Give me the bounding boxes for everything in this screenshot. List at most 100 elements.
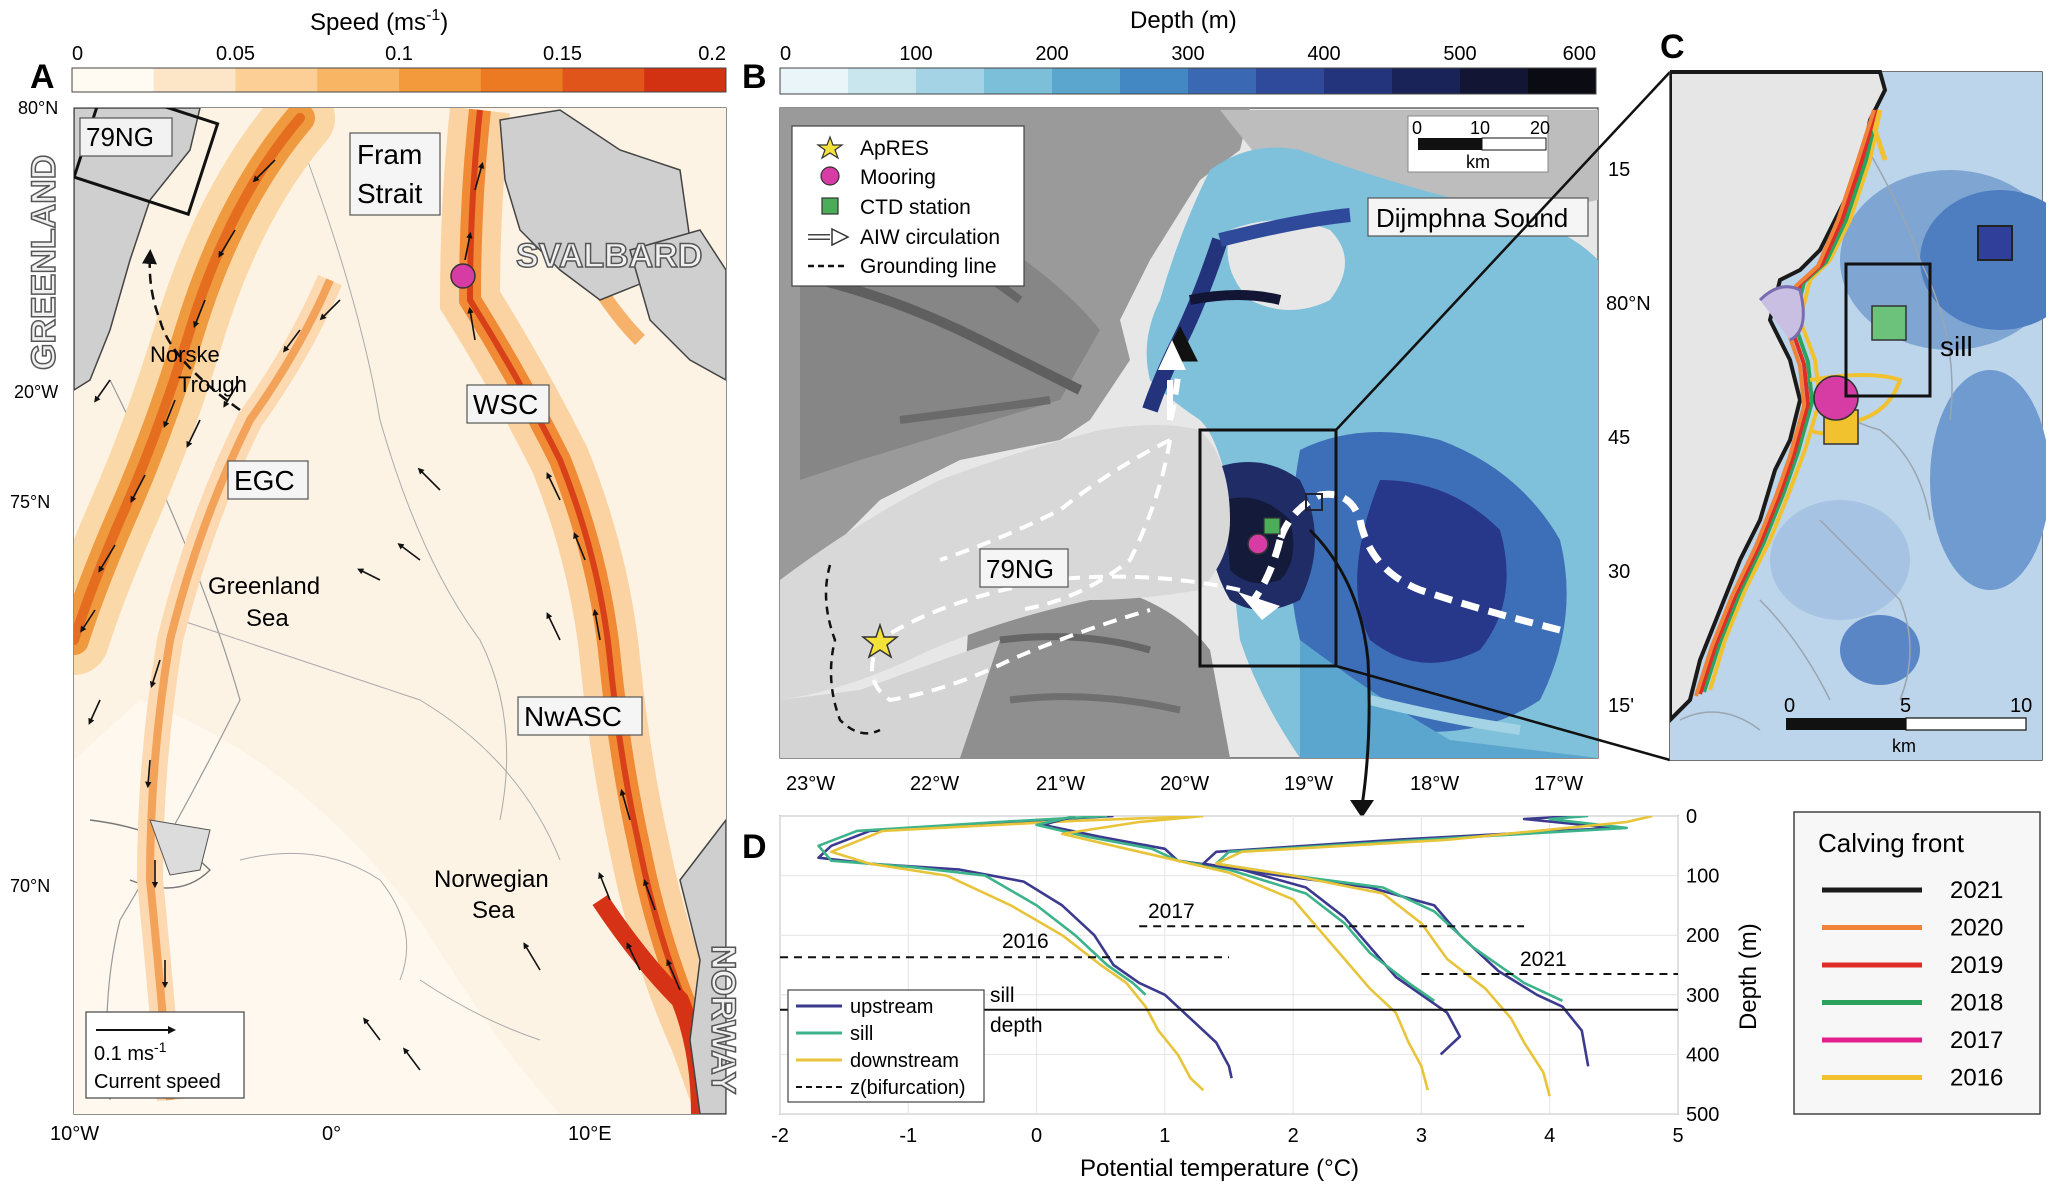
greenland-sea-label-2: Sea <box>246 605 289 632</box>
profile-downstream-2017 <box>1060 816 1430 1091</box>
annotation-2017: 2017 <box>1148 900 1195 923</box>
svg-text:22°W: 22°W <box>910 773 959 795</box>
grounding-line <box>824 564 881 735</box>
panel-b-letter: B <box>742 58 767 96</box>
profile-downstream-2016 <box>829 816 1205 1092</box>
apres-marker <box>860 622 900 659</box>
svg-text:20°W: 20°W <box>1160 773 1209 795</box>
x-tick-label: 4 <box>1544 1125 1555 1147</box>
lon-label-10e: 10°E <box>568 1123 612 1145</box>
nwasc-label: NwASC <box>524 701 622 732</box>
svg-text:19°W: 19°W <box>1284 773 1333 795</box>
svg-text:10: 10 <box>2010 695 2032 717</box>
y-tick-label: 400 <box>1686 1044 1719 1066</box>
colorbar-tick-label: 0.05 <box>216 43 255 65</box>
current-scale-value: 0.1 ms-1 <box>94 1039 167 1065</box>
colorbar-tick-label: 400 <box>1307 43 1340 65</box>
x-tick-label: -2 <box>771 1125 789 1147</box>
y-tick-label: 200 <box>1686 925 1719 947</box>
egc-label: EGC <box>234 465 295 496</box>
svg-text:21°W: 21°W <box>1036 773 1085 795</box>
panel-b: B Depth (m) 0 100 200 300 400 500 600 <box>742 7 1651 795</box>
calving-year-2021: 2021 <box>1950 877 2003 904</box>
svg-text:0: 0 <box>1412 118 1422 138</box>
norske-label-1: Norske <box>150 342 220 367</box>
profile-y-axis-label: Depth (m) <box>1735 923 1762 1030</box>
colorbar-step <box>916 68 985 94</box>
depth-colorbar-ticks: 0 100 200 300 400 500 600 <box>780 43 1596 65</box>
svg-text:5: 5 <box>1900 695 1911 717</box>
colorbar-tick-label: 0.1 <box>385 43 413 65</box>
svg-text:km: km <box>1466 152 1490 172</box>
lon-label-20w: 20°W <box>14 382 58 402</box>
svg-text:km: km <box>1892 736 1916 756</box>
panel-d: D -2 -1 0 1 2 3 4 5 0 100 200 300 400 500 Potential … <box>742 806 1762 1182</box>
colorbar-tick-label: 0 <box>72 43 83 65</box>
lat-label-70n: 70°N <box>10 876 50 896</box>
x-tick-label: 3 <box>1416 1125 1427 1147</box>
colorbar-tick-label: 0 <box>780 43 791 65</box>
map-a-content <box>74 108 726 1114</box>
calving-year-2019: 2019 <box>1950 952 2003 979</box>
colorbar-outline <box>779 67 1597 95</box>
map-a-labels: 79NG Fram Strait SVALBARD GREENLAND NORW… <box>10 98 743 1145</box>
box-79ng-label-bg <box>79 117 173 157</box>
map-c-sill-box <box>1844 262 1932 398</box>
legend-upstream: upstream <box>850 996 933 1018</box>
lon-label-10w: 10°W <box>50 1123 99 1145</box>
svg-text:15: 15 <box>1608 159 1630 181</box>
speed-colorbar <box>71 67 727 93</box>
lon-label-0: 0° <box>322 1123 341 1145</box>
colorbar-tick-label: 300 <box>1171 43 1204 65</box>
profile-legend: upstream sill downstream z(bifurcation) <box>787 989 985 1103</box>
colorbar-step <box>1120 68 1189 94</box>
annotation-2016: 2016 <box>1002 930 1049 953</box>
y-tick-label: 100 <box>1686 866 1719 888</box>
colorbar-step <box>780 68 849 94</box>
svg-text:30: 30 <box>1608 561 1630 583</box>
greenland-label: GREENLAND <box>25 155 63 370</box>
lat-label-75n: 75°N <box>10 492 50 512</box>
colorbar-step <box>1392 68 1461 94</box>
x-tick-label: 0 <box>1031 1125 1042 1147</box>
colorbar-step <box>235 68 318 92</box>
connector-bottom <box>1335 664 1671 762</box>
colorbar-step <box>72 68 155 92</box>
colorbar-step <box>1052 68 1121 94</box>
norway-land <box>679 818 726 1114</box>
legend-aiw: AIW circulation <box>860 226 1000 249</box>
legend-grounding: Grounding line <box>860 255 997 278</box>
greenland-land <box>74 108 201 391</box>
colorbar-tick-label: 0.2 <box>698 43 726 65</box>
panel-c: C <box>1660 28 2046 761</box>
arrow-b-to-d <box>1308 528 1371 807</box>
profile-upstream-2016 <box>817 816 1233 1079</box>
svg-text:17°W: 17°W <box>1534 773 1583 795</box>
svg-text:15': 15' <box>1608 695 1634 717</box>
colorbar-step <box>480 68 563 92</box>
calving-year-2016: 2016 <box>1950 1065 2003 1092</box>
colorbar-tick-label: 100 <box>899 43 932 65</box>
colorbar-step <box>399 68 482 92</box>
map-c-ctd-green <box>1871 305 1907 341</box>
legend-sill: sill <box>850 1023 873 1045</box>
colorbar-step <box>562 68 645 92</box>
map-a-mooring <box>450 263 476 289</box>
colorbar-tick-label: 600 <box>1563 43 1596 65</box>
norske-label-2: Trough <box>178 372 247 397</box>
fram-strait-label-1: Fram <box>357 139 422 170</box>
colorbar-tick-label: 500 <box>1443 43 1476 65</box>
annotation-2021: 2021 <box>1520 948 1567 971</box>
legend-bifurcation: z(bifurcation) <box>850 1077 966 1099</box>
panel-c-letter: C <box>1660 28 1685 66</box>
norwegian-sea-label-1: Norwegian <box>434 866 549 893</box>
calving-year-2018: 2018 <box>1950 990 2003 1017</box>
profile-x-axis-label: Potential temperature (°C) <box>1080 1155 1359 1182</box>
svg-text:23°W: 23°W <box>786 773 835 795</box>
sill-label: sill <box>1940 331 1973 362</box>
y-tick-label: 0 <box>1686 806 1697 828</box>
map-b-axis-labels: 15 80°N 45 30 15' 23°W 22°W 21°W 20°W 19… <box>786 159 1651 795</box>
map-b-content: Dijmphna Sound 79NG 0 10 20 km ApRES Moo… <box>780 108 1598 758</box>
speed-colorbar-ticks: 0 0.05 0.1 0.15 0.2 <box>72 43 726 65</box>
